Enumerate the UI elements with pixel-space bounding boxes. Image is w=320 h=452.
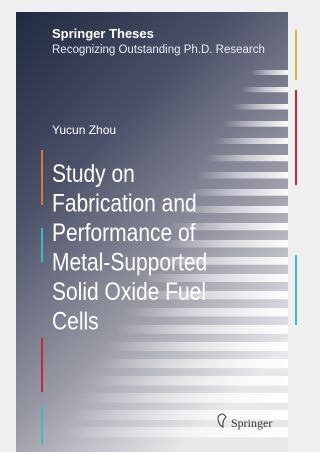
stair-step	[214, 138, 288, 144]
stair-step	[223, 121, 288, 127]
publisher: Springer	[231, 416, 272, 430]
stair-step	[106, 342, 288, 351]
stair-step	[241, 87, 288, 92]
stair-step	[97, 359, 288, 368]
series-name: Springer Theses	[52, 26, 154, 41]
stair-step	[79, 393, 288, 403]
title-line: Cells	[52, 307, 99, 335]
title-line: Metal-Supported	[52, 248, 207, 276]
title-line: Fabrication and	[52, 189, 197, 217]
stair-step	[88, 376, 288, 386]
title-line: Study on	[52, 159, 135, 187]
series-subtitle: Recognizing Outstanding Ph.D. Research	[52, 44, 265, 56]
book-cover-view: Springer Theses Recognizing Outstanding …	[0, 0, 304, 452]
stair-step	[124, 308, 288, 317]
title-line: Solid Oxide Fuel	[52, 277, 206, 305]
stair-step	[115, 325, 288, 334]
stair-step	[196, 172, 288, 179]
stair-step	[250, 70, 288, 75]
page: Springer Theses Recognizing Outstanding …	[0, 0, 304, 452]
stair-step	[205, 155, 288, 161]
author: Yucun Zhou	[52, 123, 116, 137]
stair-step	[232, 104, 288, 110]
stair-step	[187, 189, 288, 196]
title-line: Performance of	[52, 218, 196, 246]
